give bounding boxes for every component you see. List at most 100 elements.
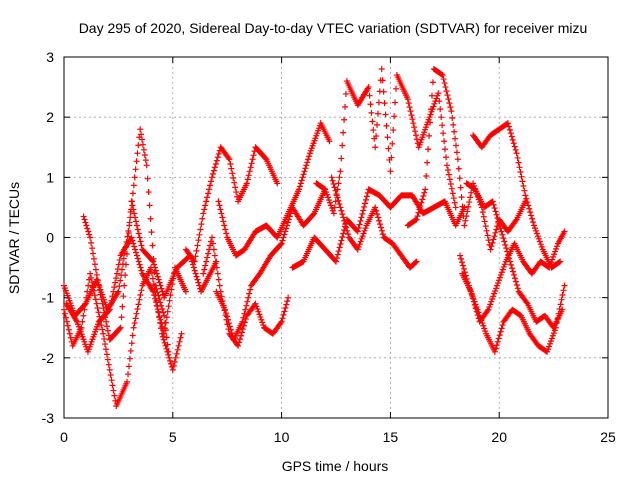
data-point — [167, 357, 174, 364]
data-point — [162, 342, 169, 349]
data-point — [457, 184, 464, 191]
data-point — [340, 214, 347, 221]
data-point — [260, 322, 267, 329]
data-point — [110, 387, 117, 394]
data-point — [384, 134, 391, 141]
data-point — [142, 157, 149, 164]
data-point — [66, 330, 73, 337]
data-point — [451, 128, 458, 135]
data-point — [367, 101, 374, 108]
data-point — [88, 239, 95, 246]
data-point — [453, 149, 460, 156]
data-point — [150, 281, 157, 288]
data-point — [93, 300, 100, 307]
data-point — [413, 216, 420, 223]
data-point — [201, 206, 208, 213]
data-point — [324, 191, 331, 198]
data-point — [212, 160, 219, 167]
data-point — [498, 228, 505, 235]
data-point — [215, 276, 222, 283]
data-point — [363, 193, 370, 200]
data-point — [281, 308, 288, 315]
data-point — [149, 242, 156, 249]
data-point — [238, 329, 245, 336]
data-point — [244, 176, 251, 183]
data-point — [527, 209, 534, 216]
data-point — [152, 267, 159, 274]
data-point — [491, 290, 498, 297]
data-point — [108, 297, 115, 304]
data-point — [480, 322, 487, 329]
data-point — [339, 211, 346, 218]
data-point — [538, 243, 545, 250]
data-point — [368, 109, 375, 116]
data-point — [253, 303, 260, 310]
data-point — [125, 363, 132, 370]
data-point — [425, 146, 432, 153]
data-point — [90, 255, 97, 262]
data-point — [132, 214, 139, 221]
data-point — [213, 157, 220, 164]
data-point — [436, 98, 443, 105]
series-sat-g — [213, 186, 329, 343]
data-point — [323, 189, 330, 196]
data-point — [137, 238, 144, 245]
data-point — [248, 160, 255, 167]
data-point — [99, 300, 106, 307]
data-point — [190, 264, 197, 271]
data-point — [149, 275, 156, 282]
data-point — [132, 315, 139, 322]
data-point — [359, 233, 366, 240]
data-point — [67, 334, 74, 341]
data-point — [529, 215, 536, 222]
data-point — [337, 204, 344, 211]
data-point — [103, 318, 110, 325]
data-point — [106, 366, 113, 373]
data-point — [90, 287, 97, 294]
data-point — [305, 153, 312, 160]
data-point — [496, 221, 503, 228]
data-point — [336, 201, 343, 208]
data-point — [419, 196, 426, 203]
data-point — [422, 186, 429, 193]
data-point — [303, 162, 310, 169]
data-point — [426, 132, 433, 139]
data-point — [338, 155, 345, 162]
data-point — [493, 226, 500, 233]
data-point — [366, 92, 373, 99]
data-point — [154, 273, 161, 280]
data-point — [256, 311, 263, 318]
data-point — [329, 177, 336, 184]
data-point — [514, 285, 521, 292]
data-point — [420, 193, 427, 200]
data-point — [392, 99, 399, 106]
data-point — [512, 278, 519, 285]
data-point — [152, 299, 159, 306]
data-point — [492, 287, 499, 294]
data-point — [113, 275, 120, 282]
data-point — [449, 115, 456, 122]
data-point — [505, 123, 512, 130]
data-point — [139, 136, 146, 143]
data-point — [510, 140, 517, 147]
data-point — [406, 104, 413, 111]
data-point — [118, 314, 125, 321]
data-point — [525, 202, 532, 209]
data-point — [512, 146, 519, 153]
data-point — [163, 345, 170, 352]
data-point — [549, 256, 556, 263]
data-point — [193, 273, 200, 280]
data-point — [105, 361, 112, 368]
data-point — [191, 258, 198, 265]
data-point — [552, 248, 559, 255]
data-point — [170, 275, 177, 282]
data-point — [423, 172, 430, 179]
data-point — [215, 150, 222, 157]
data-point — [110, 288, 117, 295]
data-point — [407, 108, 414, 115]
data-point — [548, 335, 555, 342]
y-axis-title: SDTVAR / TECUs — [6, 182, 22, 294]
data-point — [493, 285, 500, 292]
data-point — [123, 251, 130, 258]
data-point — [227, 160, 234, 167]
